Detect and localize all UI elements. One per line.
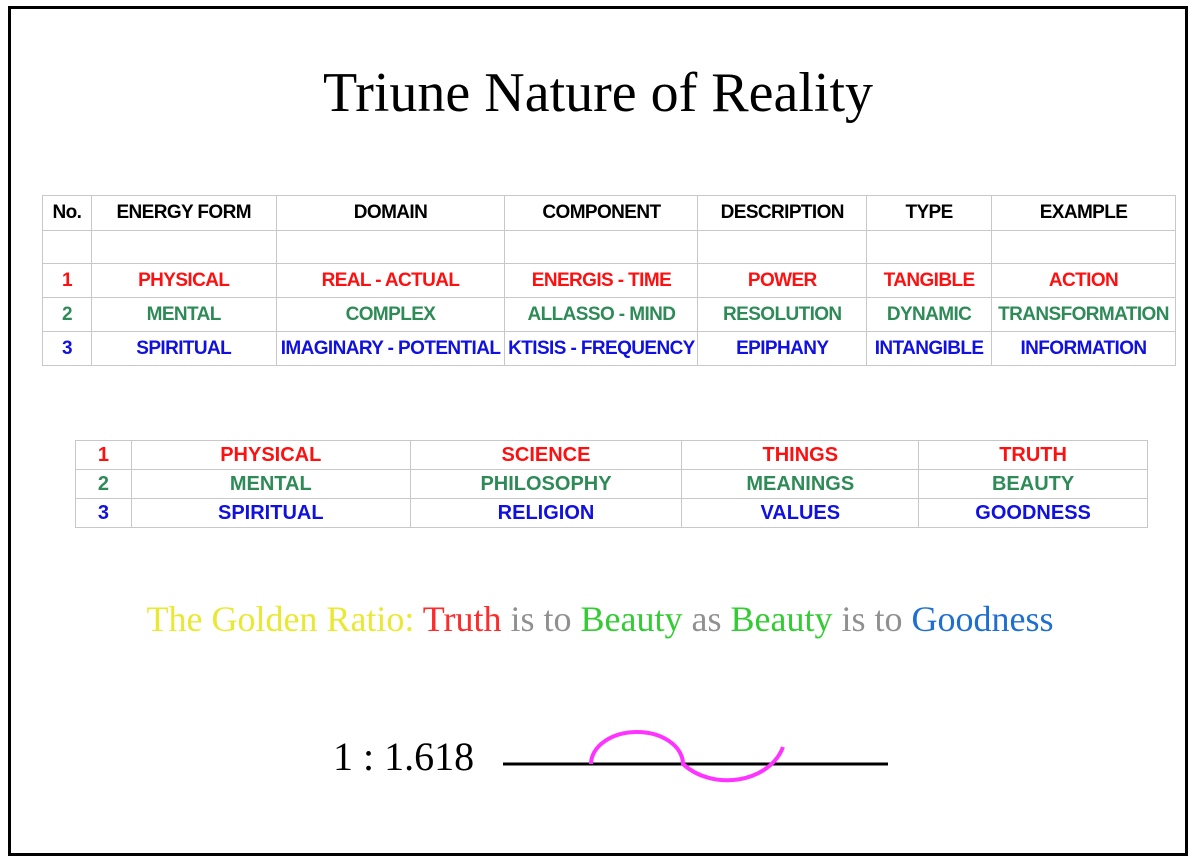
as-text: as (691, 599, 722, 639)
table-cell (42, 230, 92, 264)
header-component: COMPONENT (504, 195, 699, 231)
table-row: 2 MENTAL PHILOSOPHY MEANINGS BEAUTY (75, 469, 1148, 499)
table-cell: 1 (42, 263, 92, 298)
table-row: 3 SPIRITUAL RELIGION VALUES GOODNESS (75, 498, 1148, 528)
wave-illustration (503, 730, 888, 783)
header-energy-form: ENERGY FORM (90, 195, 277, 231)
table-cell: MENTAL (90, 297, 277, 332)
table-cell: RESOLUTION (697, 297, 868, 332)
table-cell: TANGIBLE (866, 263, 993, 298)
truth-word: Truth (422, 599, 502, 639)
header-description: DESCRIPTION (697, 195, 868, 231)
beauty-word: Beauty (730, 599, 833, 639)
table-cell (275, 230, 506, 264)
table-cell: MEANINGS (681, 469, 920, 499)
table-cell: GOODNESS (918, 498, 1148, 528)
table-cell: REAL - ACTUAL (275, 263, 506, 298)
table-cell: DYNAMIC (866, 297, 993, 332)
table-cell: MENTAL (130, 469, 411, 499)
table-cell: TRANSFORMATION (991, 297, 1176, 332)
golden-ratio-prefix: The Golden Ratio: (146, 599, 415, 639)
table-cell: 3 (42, 331, 92, 366)
table-row: 2 MENTAL COMPLEX ALLASSO - MIND RESOLUTI… (42, 297, 1176, 332)
table-cell: SPIRITUAL (90, 331, 277, 366)
beauty-word: Beauty (580, 599, 683, 639)
table-row: 1 PHYSICAL SCIENCE THINGS TRUTH (75, 440, 1148, 470)
table-cell: INFORMATION (991, 331, 1176, 366)
table-row: 3 SPIRITUAL IMAGINARY - POTENTIAL KTISIS… (42, 331, 1176, 366)
table-cell: ACTION (991, 263, 1176, 298)
table-cell (504, 230, 699, 264)
header-domain: DOMAIN (275, 195, 506, 231)
table-cell: 2 (75, 469, 132, 499)
page-title: Triune Nature of Reality (322, 62, 874, 124)
table-header-row: No. ENERGY FORM DOMAIN COMPONENT DESCRIP… (42, 195, 1176, 231)
table-cell: SCIENCE (409, 440, 683, 470)
header-example: EXAMPLE (991, 195, 1176, 231)
table-cell: ENERGIS - TIME (504, 263, 699, 298)
table-cell: 3 (75, 498, 132, 528)
table-cell: RELIGION (409, 498, 683, 528)
table-cell: ALLASSO - MIND (504, 297, 699, 332)
table-cell: IMAGINARY - POTENTIAL (275, 331, 506, 366)
table-cell: EPIPHANY (697, 331, 868, 366)
header-no: No. (42, 195, 92, 231)
table-cell: INTANGIBLE (866, 331, 993, 366)
table-cell: KTISIS - FREQUENCY (504, 331, 699, 366)
table-cell: VALUES (681, 498, 920, 528)
table-cell: PHYSICAL (90, 263, 277, 298)
triune-table: No. ENERGY FORM DOMAIN COMPONENT DESCRIP… (42, 195, 1176, 366)
table-cell (866, 230, 993, 264)
table-cell (697, 230, 868, 264)
table-cell: THINGS (681, 440, 920, 470)
table-blank-row (42, 230, 1176, 264)
is-to-text: is to (510, 599, 572, 639)
goodness-word: Goodness (911, 599, 1054, 639)
table-cell: SPIRITUAL (130, 498, 411, 528)
table-cell: COMPLEX (275, 297, 506, 332)
table-cell (991, 230, 1176, 264)
header-type: TYPE (866, 195, 993, 231)
table-row: 1 PHYSICAL REAL - ACTUAL ENERGIS - TIME … (42, 263, 1176, 298)
values-table: 1 PHYSICAL SCIENCE THINGS TRUTH 2 MENTAL… (75, 440, 1148, 528)
is-to-text: is to (841, 599, 903, 639)
table-cell: PHYSICAL (130, 440, 411, 470)
table-cell: 2 (42, 297, 92, 332)
table-cell (90, 230, 277, 264)
wave-curve (589, 730, 785, 783)
table-cell: BEAUTY (918, 469, 1148, 499)
proportion-label: 1 : 1.618 (333, 734, 475, 779)
table-cell: TRUTH (918, 440, 1148, 470)
slide-frame: Triune Nature of Reality No. ENERGY FORM… (8, 6, 1188, 856)
table-cell: 1 (75, 440, 132, 470)
golden-ratio-statement: The Golden Ratio: Truth is to Beauty as … (0, 598, 1200, 640)
table-cell: PHILOSOPHY (409, 469, 683, 499)
table-cell: POWER (697, 263, 868, 298)
